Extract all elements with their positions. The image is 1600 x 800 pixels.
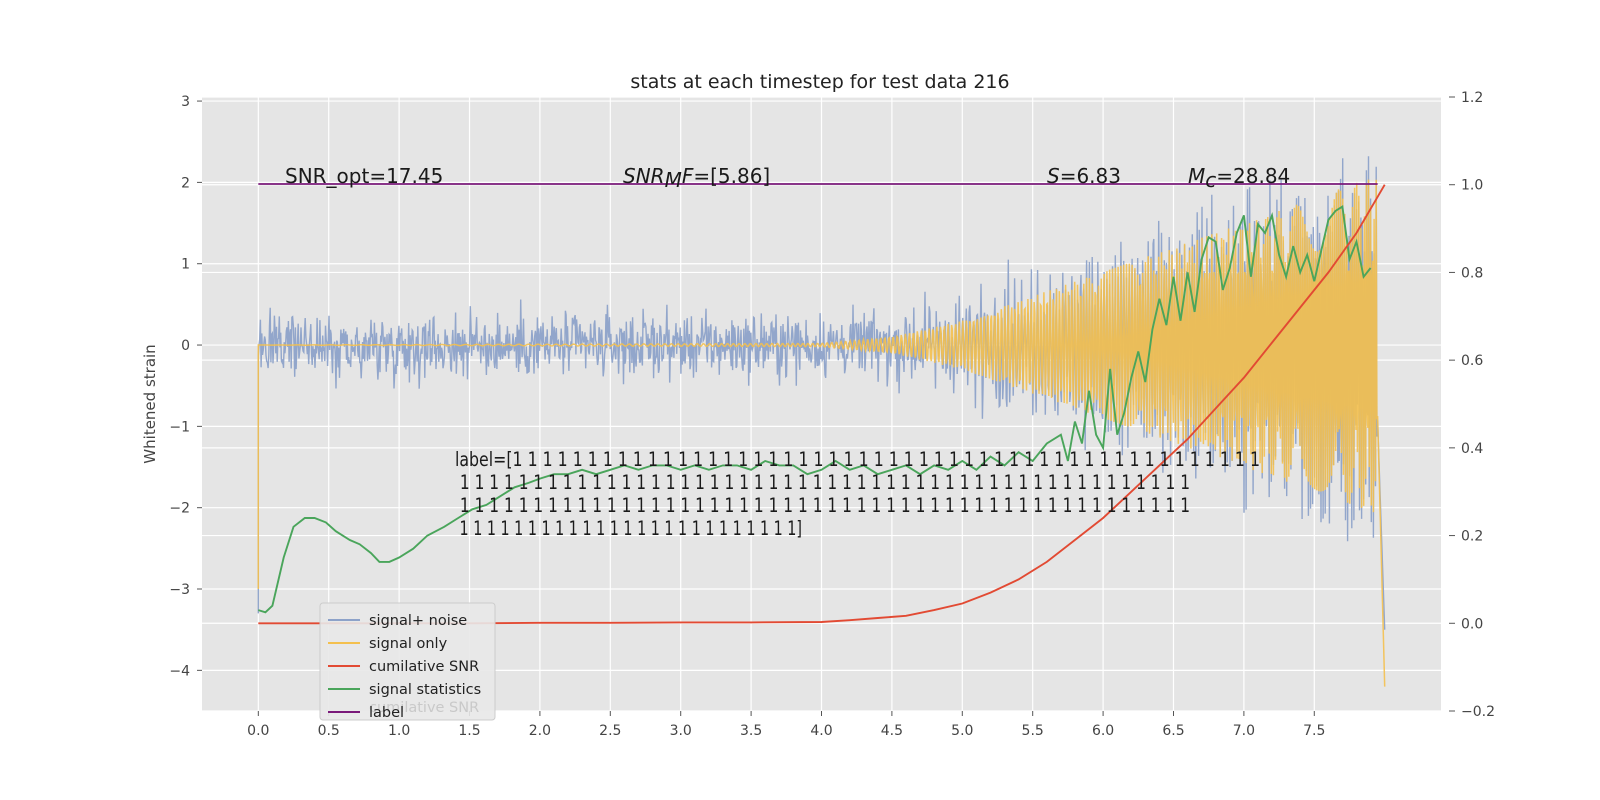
y-axis-label: Whitened strain xyxy=(141,344,159,463)
label-array-line-4: 1 1 1 1 1 1 1 1 1 1 1 1 1 1 1 1 1 1 1 1 … xyxy=(455,517,802,540)
mc-name: M xyxy=(1188,164,1205,188)
chart-title: stats at each timestep for test data 216 xyxy=(630,71,1009,93)
mc-annotation: Mc=28.84 xyxy=(1188,164,1290,192)
y-axis-left: 3 2 1 0 −1 −2 −3 −4 xyxy=(169,94,202,679)
snr-mf-f: F xyxy=(682,164,694,188)
y-left-tick-label: 3 xyxy=(181,94,190,110)
y-axis-right: 1.2 1.0 0.8 0.6 0.4 0.2 0.0 −0.2 xyxy=(1449,90,1495,720)
snr-mf-annotation: SNRMF=[5.86] xyxy=(623,164,770,192)
series-group xyxy=(257,156,1386,687)
x-tick-label: 5.5 xyxy=(1022,723,1044,739)
legend-label: label xyxy=(369,705,404,721)
x-tick-label: 0.0 xyxy=(247,723,269,739)
signal-statistics-line xyxy=(258,205,1372,614)
snr-mf-value: =[5.86] xyxy=(693,164,770,188)
x-tick-label: 3.0 xyxy=(670,723,692,739)
x-tick-label: 5.0 xyxy=(951,723,973,739)
s-annotation: S=6.83 xyxy=(1047,164,1121,188)
y-right-tick-label: 0.0 xyxy=(1461,616,1483,632)
x-axis: 0.0 0.5 1.0 1.5 2.0 2.5 3.0 3.5 4.0 4.5 5.0 5.5 6.0 6… xyxy=(247,711,1325,739)
x-tick-label: 1.0 xyxy=(388,723,410,739)
x-tick-label: 4.5 xyxy=(881,723,903,739)
legend-label: signal statistics xyxy=(369,682,481,698)
y-right-tick-label: 0.2 xyxy=(1461,529,1483,545)
y-left-tick-label: 2 xyxy=(181,175,190,191)
x-tick-label: 7.0 xyxy=(1233,723,1255,739)
y-left-tick-label: −2 xyxy=(169,501,190,517)
x-tick-label: 6.0 xyxy=(1092,723,1114,739)
s-name: S xyxy=(1047,164,1060,188)
y-left-tick-label: 1 xyxy=(181,257,190,273)
x-tick-label: 2.5 xyxy=(599,723,621,739)
y-right-tick-label: −0.2 xyxy=(1461,704,1495,720)
label-array-line-3: 1 1 1 1 1 1 1 1 1 1 1 1 1 1 1 1 1 1 1 1 … xyxy=(455,494,1190,517)
y-left-tick-label: −1 xyxy=(169,419,190,435)
x-tick-label: 2.0 xyxy=(529,723,551,739)
label-array-line-2: 1 1 1 1 1 1 1 1 1 1 1 1 1 1 1 1 1 1 1 1 … xyxy=(455,471,1190,494)
y-right-tick-label: 0.8 xyxy=(1461,265,1483,281)
y-left-tick-label: 0 xyxy=(181,338,190,354)
signal-only-line xyxy=(257,179,1386,687)
snr-mf-subscript: M xyxy=(665,168,682,192)
y-right-tick-label: 0.4 xyxy=(1461,441,1483,457)
annotations: SNR_opt=17.45 SNRMF=[5.86] S=6.83 Mc=28.… xyxy=(285,164,1290,540)
legend-label: signal only xyxy=(369,636,448,652)
y-right-tick-label: 1.2 xyxy=(1461,90,1483,106)
legend-hidden-text: cumilative SNR xyxy=(369,700,479,716)
s-value: =6.83 xyxy=(1060,164,1121,188)
x-tick-label: 6.5 xyxy=(1162,723,1184,739)
y-right-tick-label: 1.0 xyxy=(1461,178,1483,194)
legend: cumilative SNR signal+ noise signal only c… xyxy=(319,602,496,721)
cumulative-snr-line xyxy=(258,184,1386,625)
legend-label: cumilative SNR xyxy=(369,659,479,675)
y-left-tick-label: −4 xyxy=(169,663,190,679)
mc-value: =28.84 xyxy=(1216,164,1290,188)
snr-mf-name: SNR xyxy=(623,164,665,188)
y-left-tick-label: −3 xyxy=(169,582,190,598)
mc-subscript: c xyxy=(1205,168,1216,192)
x-tick-label: 7.5 xyxy=(1303,723,1325,739)
legend-label: signal+ noise xyxy=(369,613,467,629)
x-tick-label: 1.5 xyxy=(458,723,480,739)
snr-opt-annotation: SNR_opt=17.45 xyxy=(285,164,443,188)
y-right-tick-label: 0.6 xyxy=(1461,353,1483,369)
x-tick-label: 4.0 xyxy=(810,723,832,739)
x-tick-label: 3.5 xyxy=(740,723,762,739)
x-tick-label: 0.5 xyxy=(318,723,340,739)
label-array-line-1: label=[1 1 1 1 1 1 1 1 1 1 1 1 1 1 1 1 1… xyxy=(455,448,1260,471)
legend-box xyxy=(319,602,496,721)
